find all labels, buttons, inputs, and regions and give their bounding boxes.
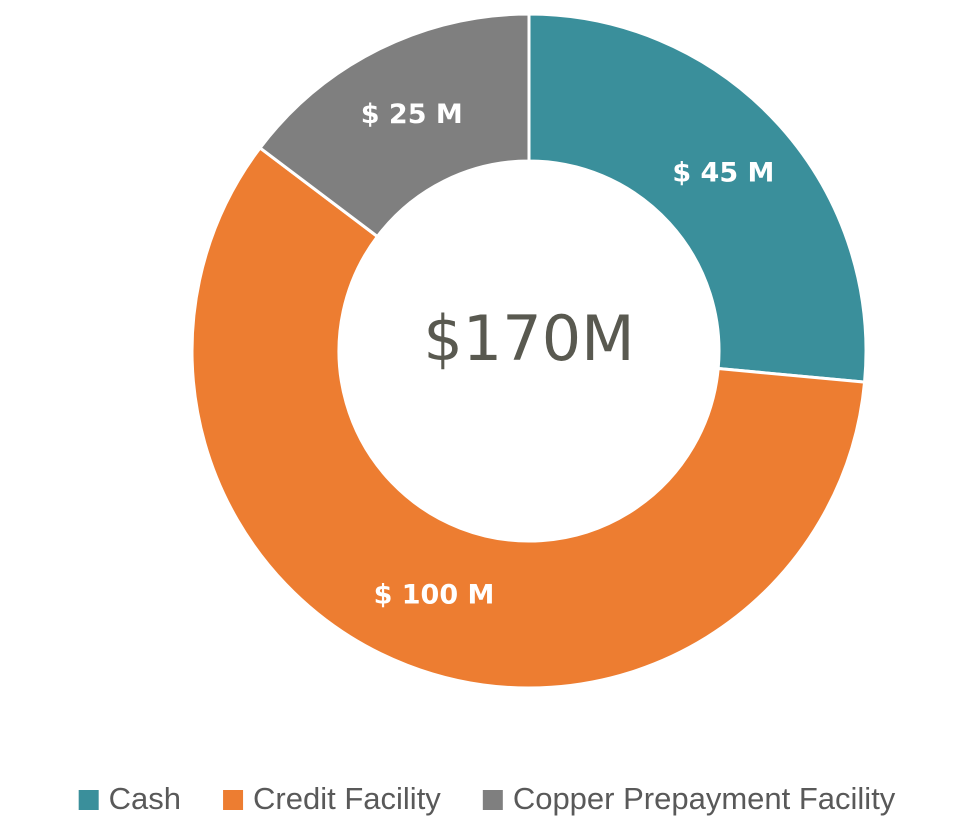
legend-label: Cash xyxy=(109,781,181,816)
center-label: $170M xyxy=(423,302,634,375)
legend-label: Copper Prepayment Facility xyxy=(513,781,896,816)
legend-label: Credit Facility xyxy=(253,781,441,816)
legend-swatch xyxy=(482,790,503,810)
slice xyxy=(190,145,867,690)
slice xyxy=(257,12,531,239)
value-label: $ 45 M xyxy=(672,157,774,188)
legend-swatch xyxy=(78,790,99,810)
legend-swatch xyxy=(223,790,244,810)
value-label: $ 100 M xyxy=(374,580,495,611)
slice xyxy=(527,12,868,384)
value-label: $ 25 M xyxy=(361,99,463,130)
